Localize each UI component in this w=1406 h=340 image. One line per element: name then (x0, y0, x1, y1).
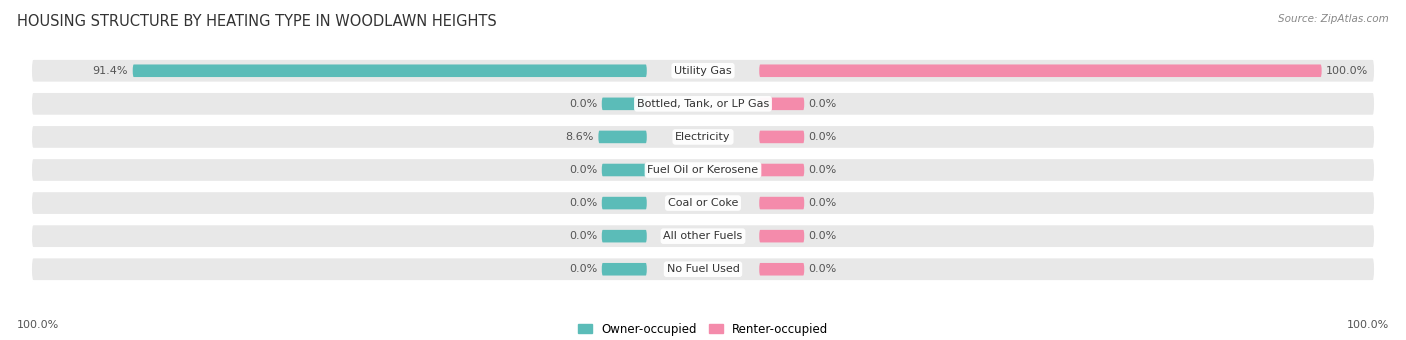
Text: Electricity: Electricity (675, 132, 731, 142)
FancyBboxPatch shape (599, 131, 647, 143)
FancyBboxPatch shape (31, 59, 1375, 83)
Text: HOUSING STRUCTURE BY HEATING TYPE IN WOODLAWN HEIGHTS: HOUSING STRUCTURE BY HEATING TYPE IN WOO… (17, 14, 496, 29)
FancyBboxPatch shape (759, 164, 804, 176)
Text: 0.0%: 0.0% (569, 198, 598, 208)
Text: Fuel Oil or Kerosene: Fuel Oil or Kerosene (647, 165, 759, 175)
Text: Utility Gas: Utility Gas (675, 66, 731, 76)
Text: Source: ZipAtlas.com: Source: ZipAtlas.com (1278, 14, 1389, 23)
FancyBboxPatch shape (602, 197, 647, 209)
Text: 0.0%: 0.0% (808, 99, 837, 109)
FancyBboxPatch shape (759, 65, 1322, 77)
Text: 0.0%: 0.0% (808, 231, 837, 241)
FancyBboxPatch shape (31, 257, 1375, 281)
Text: 91.4%: 91.4% (93, 66, 128, 76)
Text: 100.0%: 100.0% (17, 320, 59, 330)
Text: 0.0%: 0.0% (808, 165, 837, 175)
FancyBboxPatch shape (31, 191, 1375, 215)
FancyBboxPatch shape (602, 263, 647, 275)
FancyBboxPatch shape (759, 263, 804, 275)
FancyBboxPatch shape (602, 98, 647, 110)
FancyBboxPatch shape (759, 98, 804, 110)
Text: 8.6%: 8.6% (565, 132, 593, 142)
Text: 100.0%: 100.0% (1326, 66, 1368, 76)
FancyBboxPatch shape (132, 65, 647, 77)
Text: 0.0%: 0.0% (569, 99, 598, 109)
FancyBboxPatch shape (759, 131, 804, 143)
FancyBboxPatch shape (602, 164, 647, 176)
FancyBboxPatch shape (759, 197, 804, 209)
FancyBboxPatch shape (31, 92, 1375, 116)
Text: Bottled, Tank, or LP Gas: Bottled, Tank, or LP Gas (637, 99, 769, 109)
FancyBboxPatch shape (31, 125, 1375, 149)
FancyBboxPatch shape (759, 230, 804, 242)
FancyBboxPatch shape (31, 158, 1375, 182)
Text: 0.0%: 0.0% (808, 132, 837, 142)
FancyBboxPatch shape (31, 224, 1375, 248)
Text: 0.0%: 0.0% (569, 264, 598, 274)
Legend: Owner-occupied, Renter-occupied: Owner-occupied, Renter-occupied (572, 318, 834, 340)
FancyBboxPatch shape (602, 230, 647, 242)
Text: 100.0%: 100.0% (1347, 320, 1389, 330)
Text: All other Fuels: All other Fuels (664, 231, 742, 241)
Text: 0.0%: 0.0% (808, 198, 837, 208)
Text: 0.0%: 0.0% (808, 264, 837, 274)
Text: No Fuel Used: No Fuel Used (666, 264, 740, 274)
Text: 0.0%: 0.0% (569, 231, 598, 241)
Text: Coal or Coke: Coal or Coke (668, 198, 738, 208)
Text: 0.0%: 0.0% (569, 165, 598, 175)
